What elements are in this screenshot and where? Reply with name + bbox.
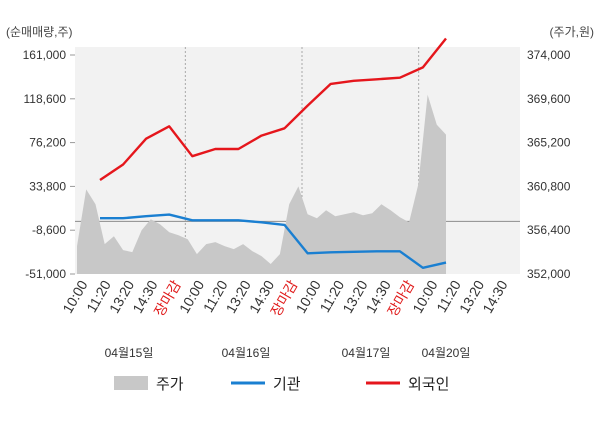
left-tick-label: 161,000	[23, 48, 67, 62]
x-tick-label: 10:00	[409, 277, 440, 316]
left-tick-label: -8,600	[32, 223, 66, 237]
price-area-layer	[77, 94, 446, 274]
x-tick-label: 14:30	[479, 277, 510, 316]
right-tick-label: 374,000	[527, 48, 571, 62]
left-tick-label: 118,600	[24, 92, 67, 106]
legend-price-label: 주가	[156, 376, 184, 393]
x-tick-label: 10:00	[176, 277, 207, 316]
date-label: 04월17일	[342, 346, 391, 360]
legend-price-swatch	[114, 376, 148, 390]
date-label: 04월20일	[422, 346, 471, 360]
right-tick-label: 356,400	[527, 223, 571, 237]
price-area	[77, 94, 446, 274]
line-layer	[99, 37, 447, 269]
x-tick-label: 10:00	[59, 277, 90, 316]
left-tick-label: 76,200	[29, 136, 66, 150]
right-tick-label: 369,600	[527, 92, 571, 106]
date-label: 04월16일	[222, 346, 271, 360]
right-tick-label: 360,800	[527, 179, 571, 193]
left-tick-label: 33,800	[29, 179, 66, 193]
institution-line	[100, 213, 447, 269]
right-axis-unit-label: (주가,원)	[550, 25, 594, 39]
left-tick-label: -51,000	[25, 267, 66, 281]
legend: 주가 기관 외국인	[114, 376, 449, 393]
foreign-line	[99, 37, 447, 181]
right-tick-label: 365,200	[527, 136, 571, 150]
right-tick-label: 352,000	[527, 267, 571, 281]
x-tick-label: 10:00	[293, 277, 324, 316]
legend-institution-label: 기관	[273, 376, 301, 393]
date-labels: 04월15일 04월16일 04월17일 04월20일	[105, 346, 471, 360]
date-label: 04월15일	[105, 346, 154, 360]
left-axis-unit-label: (순매매량,주)	[6, 25, 73, 39]
legend-foreign-label: 외국인	[408, 376, 449, 393]
